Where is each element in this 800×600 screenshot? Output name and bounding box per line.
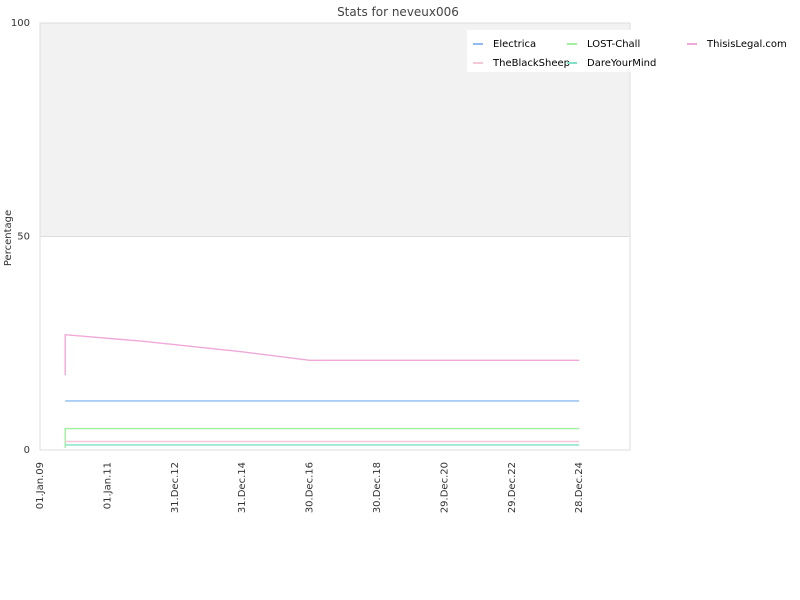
chart-title: Stats for neveux006 bbox=[337, 5, 459, 19]
legend-item: LOST-Chall bbox=[587, 39, 640, 50]
y-tick-label: 50 bbox=[17, 232, 30, 243]
x-tick-label: 01.Jan.11 bbox=[102, 462, 113, 509]
y-tick-label: 0 bbox=[24, 445, 30, 456]
legend-item: Electrica bbox=[493, 39, 536, 50]
series-line bbox=[64, 333, 580, 376]
x-tick-label: 01.Jan.09 bbox=[35, 462, 46, 509]
x-tick-label: 31.Dec.14 bbox=[237, 462, 248, 513]
legend-item: ThisisLegal.com bbox=[706, 39, 787, 50]
legend-item: TheBlackSheep bbox=[492, 58, 570, 69]
y-axis-label: Percentage bbox=[3, 210, 14, 266]
series-lines bbox=[64, 333, 580, 448]
x-tick-label: 29.Dec.20 bbox=[439, 462, 450, 513]
x-tick-label: 30.Dec.16 bbox=[305, 462, 316, 513]
y-tick-label: 100 bbox=[11, 18, 30, 29]
x-tick-label: 31.Dec.12 bbox=[170, 462, 181, 513]
x-tick-label: 30.Dec.18 bbox=[372, 462, 383, 513]
grid-lines bbox=[40, 22, 630, 451]
y-axis-ticks: 0 50 100 bbox=[11, 18, 30, 456]
legend-item: DareYourMind bbox=[587, 58, 656, 69]
legend: Electrica LOST-Chall ThisisLegal.com TheBla… bbox=[467, 30, 787, 72]
x-tick-label: 28.Dec.24 bbox=[574, 462, 585, 513]
x-tick-label: 29.Dec.22 bbox=[507, 462, 518, 513]
x-axis-ticks: 01.Jan.09 01.Jan.11 31.Dec.12 31.Dec.14 30.D… bbox=[35, 462, 585, 513]
legend-background bbox=[467, 30, 780, 72]
